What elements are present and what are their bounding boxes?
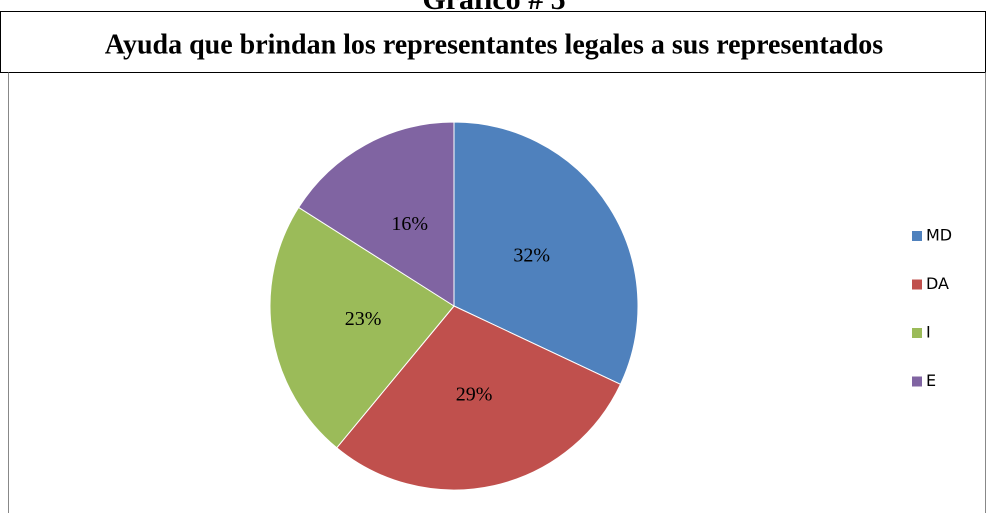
pie-slice: [269, 206, 455, 449]
title-box: [0, 11, 986, 73]
legend-swatch: [912, 231, 922, 241]
pie-slice: [297, 121, 455, 307]
legend-swatch: [912, 328, 922, 338]
data-label: 23%: [345, 308, 382, 330]
legend-label: E: [926, 371, 936, 390]
legend-swatch: [912, 376, 922, 387]
data-label: 32%: [513, 244, 550, 266]
legend-label: DA: [926, 274, 949, 293]
pie-slice: [336, 305, 622, 491]
data-label: 29%: [456, 383, 493, 405]
chart-title: Ayuda que brindan los representantes leg…: [105, 29, 883, 60]
chart-border: [8, 72, 986, 513]
legend-label: I: [926, 323, 931, 342]
data-label: 16%: [391, 213, 428, 235]
pie-slice: [453, 121, 639, 386]
legend-swatch: [912, 279, 922, 290]
legend-label: MD: [926, 226, 952, 245]
